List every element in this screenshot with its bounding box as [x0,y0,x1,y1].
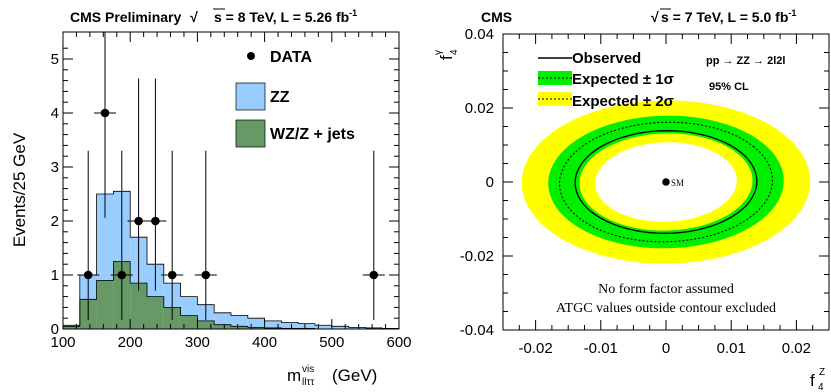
right-x-axis-label: f [810,371,815,390]
right-chart: CMS √ s = 7 TeV, L = 5.0 fb-1 SM -0.02 -0.… [433,8,830,392]
x-tick-label: 300 [185,334,210,351]
right-plot-area: SM -0.02 -0.01 0 0.01 0.02 0.04 0.02 0 -0.02 -0.04… [460,26,830,357]
sqrt-symbol: √ [190,9,198,25]
x-tick-label: 0 [662,340,670,357]
legend-zz-label: ZZ [270,89,290,106]
data-point [83,270,93,280]
y-tick-label: 4 [51,105,59,122]
x-tick-label: 400 [252,334,277,351]
zz-bar [264,320,282,329]
zz-bar [231,315,248,329]
y-tick-label: 2 [51,213,59,230]
legend-wzz-label: WZ/Z + jets [270,126,355,143]
x-tick-label: 100 [50,334,75,351]
left-chart-title: CMS Preliminary √ [70,9,198,25]
x-tick-label: -0.02 [518,340,552,357]
annotation-form-factor: No form factor assumed [598,282,734,297]
wzz-bar [96,280,114,329]
legend-1sigma-label: Expected ± 1σ [572,71,674,88]
y-tick-label: 3 [51,159,59,176]
data-point [167,270,177,280]
y-tick-label: -0.04 [460,322,494,339]
x-tick-label: 200 [118,334,143,351]
y-tick-label: 0 [51,321,59,338]
right-chart-energy-lumi: s = 7 TeV, L = 5.0 fb-1 [661,8,796,25]
data-point [201,270,211,280]
wzz-bar [247,327,265,329]
wzz-bar [147,296,164,329]
left-plot-area: 100 200 300 400 500 600 0 1 2 3 4 5 [50,31,412,351]
svg-text:4: 4 [449,49,460,55]
zz-bar [348,327,366,329]
data-point [369,270,379,280]
right-x-axis-label-sup: Z [819,367,825,378]
zz-bar [315,325,332,329]
legend-data-marker [247,52,255,60]
process-label: pp → ZZ → 2l2l [706,55,785,67]
y-tick-label: -0.02 [460,248,494,265]
left-chart: CMS Preliminary √ s = 8 TeV, L = 5.26 fb… [10,8,412,388]
y-tick-label: 0 [486,174,494,191]
x-tick-label: 600 [386,334,411,351]
data-point [151,216,160,226]
cl-label: 95% CL [709,81,749,93]
wzz-bar [63,326,80,329]
expected-contour [558,121,774,243]
data-point [134,216,143,226]
left-chart-energy-lumi: s = 8 TeV, L = 5.26 fb-1 [214,8,357,25]
svg-text:γ: γ [433,50,444,55]
right-y-axis-label: f γ 4 [433,49,460,60]
y-tick-label: 5 [51,51,59,68]
x-tick-label: 0.01 [717,340,746,357]
svg-text:f: f [437,55,456,60]
left-legend: DATA ZZ WZ/Z + jets [235,49,355,148]
left-plot-frame [62,31,400,330]
left-x-axis-label-unit: (GeV) [332,366,377,385]
legend-observed-label: Observed [572,50,641,67]
legend-data-label: DATA [270,49,313,66]
legend-wzz-swatch [235,119,266,148]
sqrt-symbol-right: √ [651,9,659,25]
legend-2sigma-label: Expected ± 2σ [572,93,674,110]
wzz-bar [197,320,215,329]
y-tick-label: 0.04 [465,26,494,43]
wzz-bar [214,324,231,329]
x-tick-label: 500 [319,334,344,351]
legend-zz-swatch [235,82,266,111]
right-chart-title: CMS [481,9,512,25]
left-x-axis-label-sub: llττ [302,377,314,388]
x-tick-label: 0.02 [782,340,811,357]
zz-bar [247,318,265,329]
right-x-axis-label-sub: 4 [818,382,824,392]
zz-outline [62,190,400,329]
zz-bar [331,326,349,329]
data-point [100,108,110,118]
zz-bar [298,323,315,329]
wzz-bar [180,315,198,329]
y-tick-label: 1 [51,267,59,284]
zz-bar [365,327,383,329]
left-x-axis-label: m [287,366,301,385]
sm-label: SM [671,178,684,188]
left-y-axis-label: Events/25 GeV [10,132,29,247]
zz-bar [281,322,299,329]
left-x-axis-label-sup: vis [302,364,314,375]
wzz-bar [130,283,147,329]
annotation-excluded: ATGC values outside contour excluded [556,301,776,316]
sm-point [662,178,670,186]
y-tick-label: 0.02 [465,100,494,117]
wzz-bar [264,327,282,329]
data-point [117,270,127,280]
observed-contour [574,130,758,234]
wzz-bar [231,326,248,329]
x-tick-label: -0.01 [584,340,618,357]
